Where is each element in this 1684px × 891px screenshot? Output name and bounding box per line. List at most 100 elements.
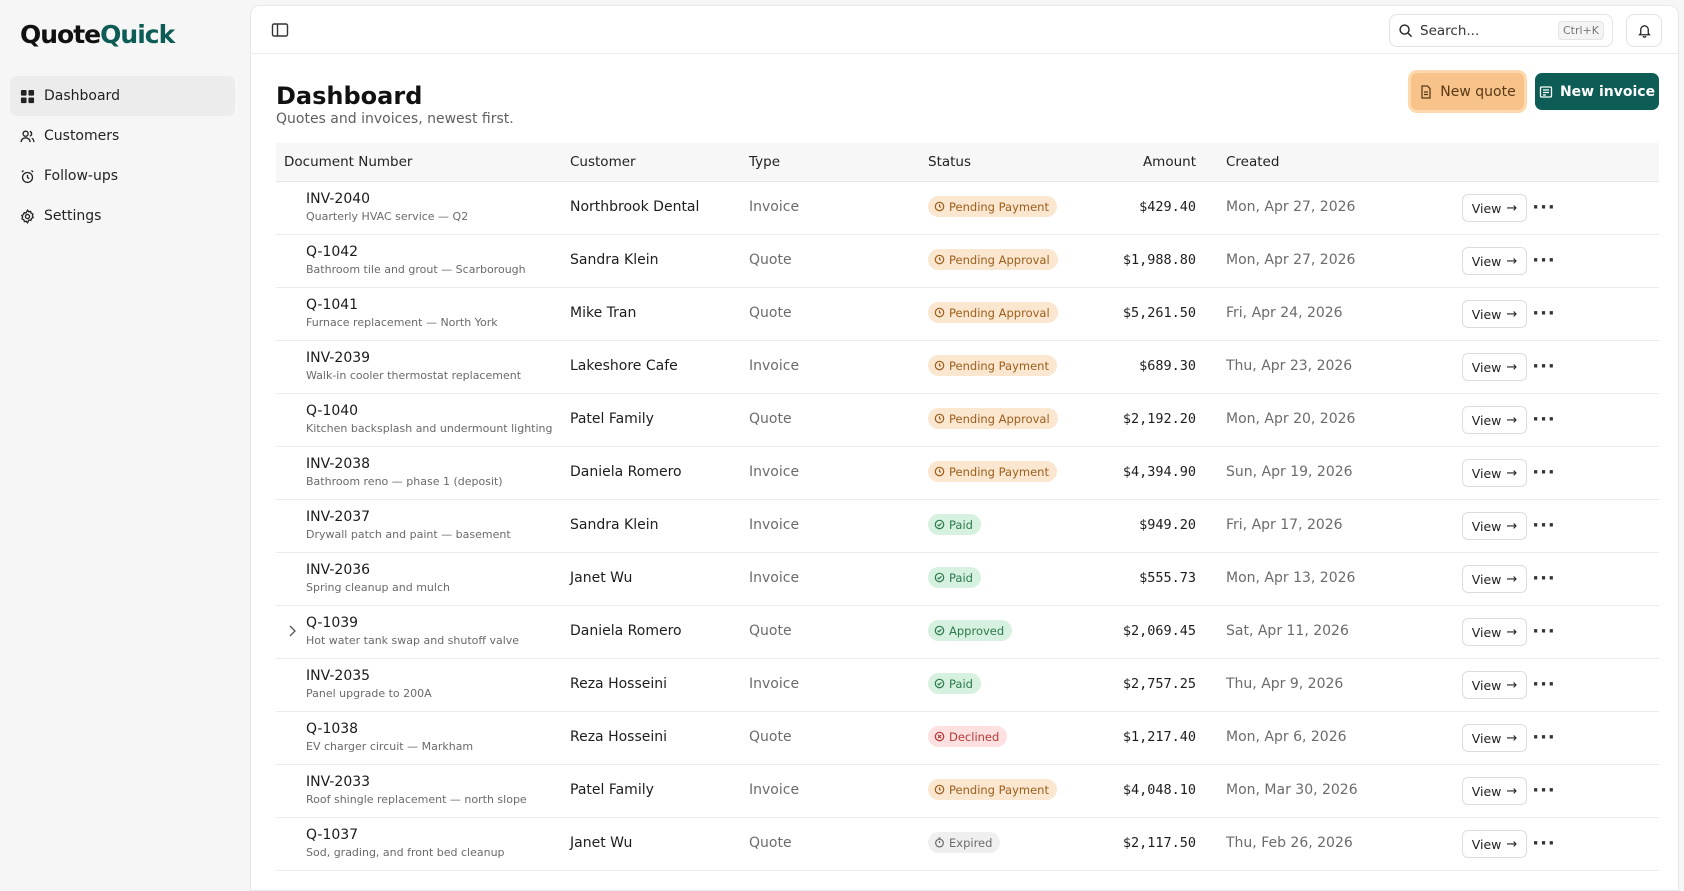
alarm-clock-icon	[21, 169, 34, 183]
status-label: Pending Approval	[949, 252, 1050, 267]
bell-icon	[1637, 25, 1651, 38]
view-button[interactable]: View →	[1462, 618, 1527, 646]
notifications-button[interactable]	[1626, 14, 1662, 47]
status-badge: Expired	[928, 832, 1001, 853]
amount: $5,261.50	[1122, 305, 1196, 321]
more-options-icon[interactable]: ···	[1532, 620, 1556, 642]
more-options-icon[interactable]: ···	[1532, 196, 1556, 218]
view-button[interactable]: View →	[1462, 777, 1527, 805]
column-header-status[interactable]: Status	[928, 154, 972, 170]
column-header-type[interactable]: Type	[749, 154, 781, 170]
chevron-right-icon[interactable]	[287, 624, 297, 638]
dashboard-grid-icon	[20, 89, 35, 103]
table-row[interactable]: INV-2038 Bathroom reno — phase 1 (deposit…	[276, 447, 1659, 500]
table-row[interactable]: Q-1037 Sod, grading, and front bed cleanu…	[276, 818, 1659, 871]
view-label: View	[1471, 836, 1502, 852]
new-invoice-button[interactable]: New invoice	[1535, 73, 1659, 110]
more-options-icon[interactable]: ···	[1532, 567, 1556, 589]
more-options-icon[interactable]: ···	[1532, 408, 1556, 430]
more-options-icon[interactable]: ···	[1532, 673, 1556, 695]
table-row[interactable]: Q-1039 Hot water tank swap and shutoff va…	[276, 606, 1659, 659]
document-number: INV-2038	[306, 456, 371, 472]
view-button[interactable]: View →	[1462, 565, 1527, 593]
document-type: Invoice	[749, 570, 800, 586]
sidebar-item-settings[interactable]: Settings	[10, 196, 235, 236]
more-options-icon[interactable]: ···	[1532, 832, 1556, 854]
created-date: Mon, Apr 6, 2026	[1226, 729, 1347, 745]
column-header-amount[interactable]: Amount	[1142, 154, 1196, 170]
column-header-created[interactable]: Created	[1226, 154, 1280, 170]
document-type: Quote	[749, 729, 792, 745]
more-options-icon[interactable]: ···	[1532, 514, 1556, 536]
document-type: Invoice	[749, 199, 800, 215]
status-badge: Declined	[928, 726, 1008, 747]
document-type: Quote	[749, 623, 792, 639]
view-button[interactable]: View →	[1462, 353, 1527, 381]
status-label: Pending Approval	[949, 305, 1050, 320]
table-row[interactable]: INV-2035 Panel upgrade to 200A Reza Hossei…	[276, 659, 1659, 712]
table-row[interactable]: Q-1041 Furnace replacement — North York Mi…	[276, 288, 1659, 341]
view-button[interactable]: View →	[1462, 830, 1527, 858]
more-options-icon[interactable]: ···	[1532, 355, 1556, 377]
view-label: View	[1471, 624, 1502, 640]
table-row[interactable]: INV-2039 Walk-in cooler thermostat replac…	[276, 341, 1659, 394]
view-button[interactable]: View →	[1462, 300, 1527, 328]
customer-name: Daniela Romero	[570, 464, 682, 480]
view-label: View	[1471, 412, 1502, 428]
table-row[interactable]: Q-1042 Bathroom tile and grout — Scarboro…	[276, 235, 1659, 288]
app-logo[interactable]: QuoteQuick	[20, 20, 175, 49]
table-row[interactable]: INV-2040 Quarterly HVAC service — Q2 North…	[276, 182, 1659, 235]
table-row[interactable]: INV-2033 Roof shingle replacement — north…	[276, 765, 1659, 818]
more-options-icon[interactable]: ···	[1532, 779, 1556, 801]
table-row[interactable]: Q-1040 Kitchen backsplash and undermount …	[276, 394, 1659, 447]
arrow-right-icon: →	[1506, 359, 1518, 375]
users-icon	[20, 129, 35, 142]
document-cell: INV-2040 Quarterly HVAC service — Q2	[306, 191, 468, 223]
view-label: View	[1471, 677, 1502, 693]
table-row[interactable]: INV-2036 Spring cleanup and mulch Janet Wu…	[276, 553, 1659, 606]
view-label: View	[1471, 571, 1502, 587]
sidebar-item-follow-ups[interactable]: Follow-ups	[10, 156, 235, 196]
customer-name: Janet Wu	[570, 835, 633, 851]
view-button[interactable]: View →	[1462, 671, 1527, 699]
view-label: View	[1471, 465, 1502, 481]
status-label: Pending Payment	[949, 358, 1049, 373]
sidebar-toggle-icon[interactable]	[271, 22, 289, 38]
document-number: Q-1040	[306, 403, 359, 419]
view-button[interactable]: View →	[1462, 512, 1527, 540]
view-button[interactable]: View →	[1462, 247, 1527, 275]
document-description: Roof shingle replacement — north slope	[306, 793, 527, 806]
search-input[interactable]: Search... Ctrl+K	[1389, 14, 1613, 47]
column-header-customer[interactable]: Customer	[570, 154, 636, 170]
new-invoice-label: New invoice	[1559, 83, 1656, 100]
sidebar-item-customers[interactable]: Customers	[10, 116, 235, 156]
customer-name: Reza Hosseini	[570, 729, 668, 745]
view-button[interactable]: View →	[1462, 406, 1527, 434]
more-options-icon[interactable]: ···	[1532, 461, 1556, 483]
view-button[interactable]: View →	[1462, 459, 1527, 487]
customer-name: Janet Wu	[570, 570, 633, 586]
status-badge: Pending Approval	[928, 249, 1058, 270]
new-quote-button[interactable]: New quote	[1411, 73, 1524, 110]
view-button[interactable]: View →	[1462, 194, 1527, 222]
column-header-document-number[interactable]: Document Number	[284, 154, 413, 170]
arrow-right-icon: →	[1506, 783, 1518, 799]
more-options-icon[interactable]: ···	[1532, 302, 1556, 324]
status-badge: Pending Payment	[928, 461, 1057, 482]
amount: $2,192.20	[1122, 411, 1196, 427]
more-options-icon[interactable]: ···	[1532, 726, 1556, 748]
table-row[interactable]: INV-2037 Drywall patch and paint — baseme…	[276, 500, 1659, 553]
created-date: Sat, Apr 11, 2026	[1226, 623, 1349, 639]
logo-text-quote: Quote	[20, 20, 101, 49]
view-button[interactable]: View →	[1462, 724, 1527, 752]
page-title: Dashboard	[276, 82, 423, 110]
timer-icon	[935, 837, 944, 848]
more-options-icon[interactable]: ···	[1532, 249, 1556, 271]
customer-name: Sandra Klein	[570, 517, 659, 533]
document-number: INV-2036	[306, 562, 371, 578]
sidebar-item-dashboard[interactable]: Dashboard	[10, 76, 235, 116]
documents-table: Document Number Customer Type Status Amo…	[276, 143, 1659, 871]
arrow-right-icon: →	[1506, 730, 1518, 746]
document-description: Furnace replacement — North York	[306, 316, 498, 329]
table-row[interactable]: Q-1038 EV charger circuit — Markham Reza H…	[276, 712, 1659, 765]
